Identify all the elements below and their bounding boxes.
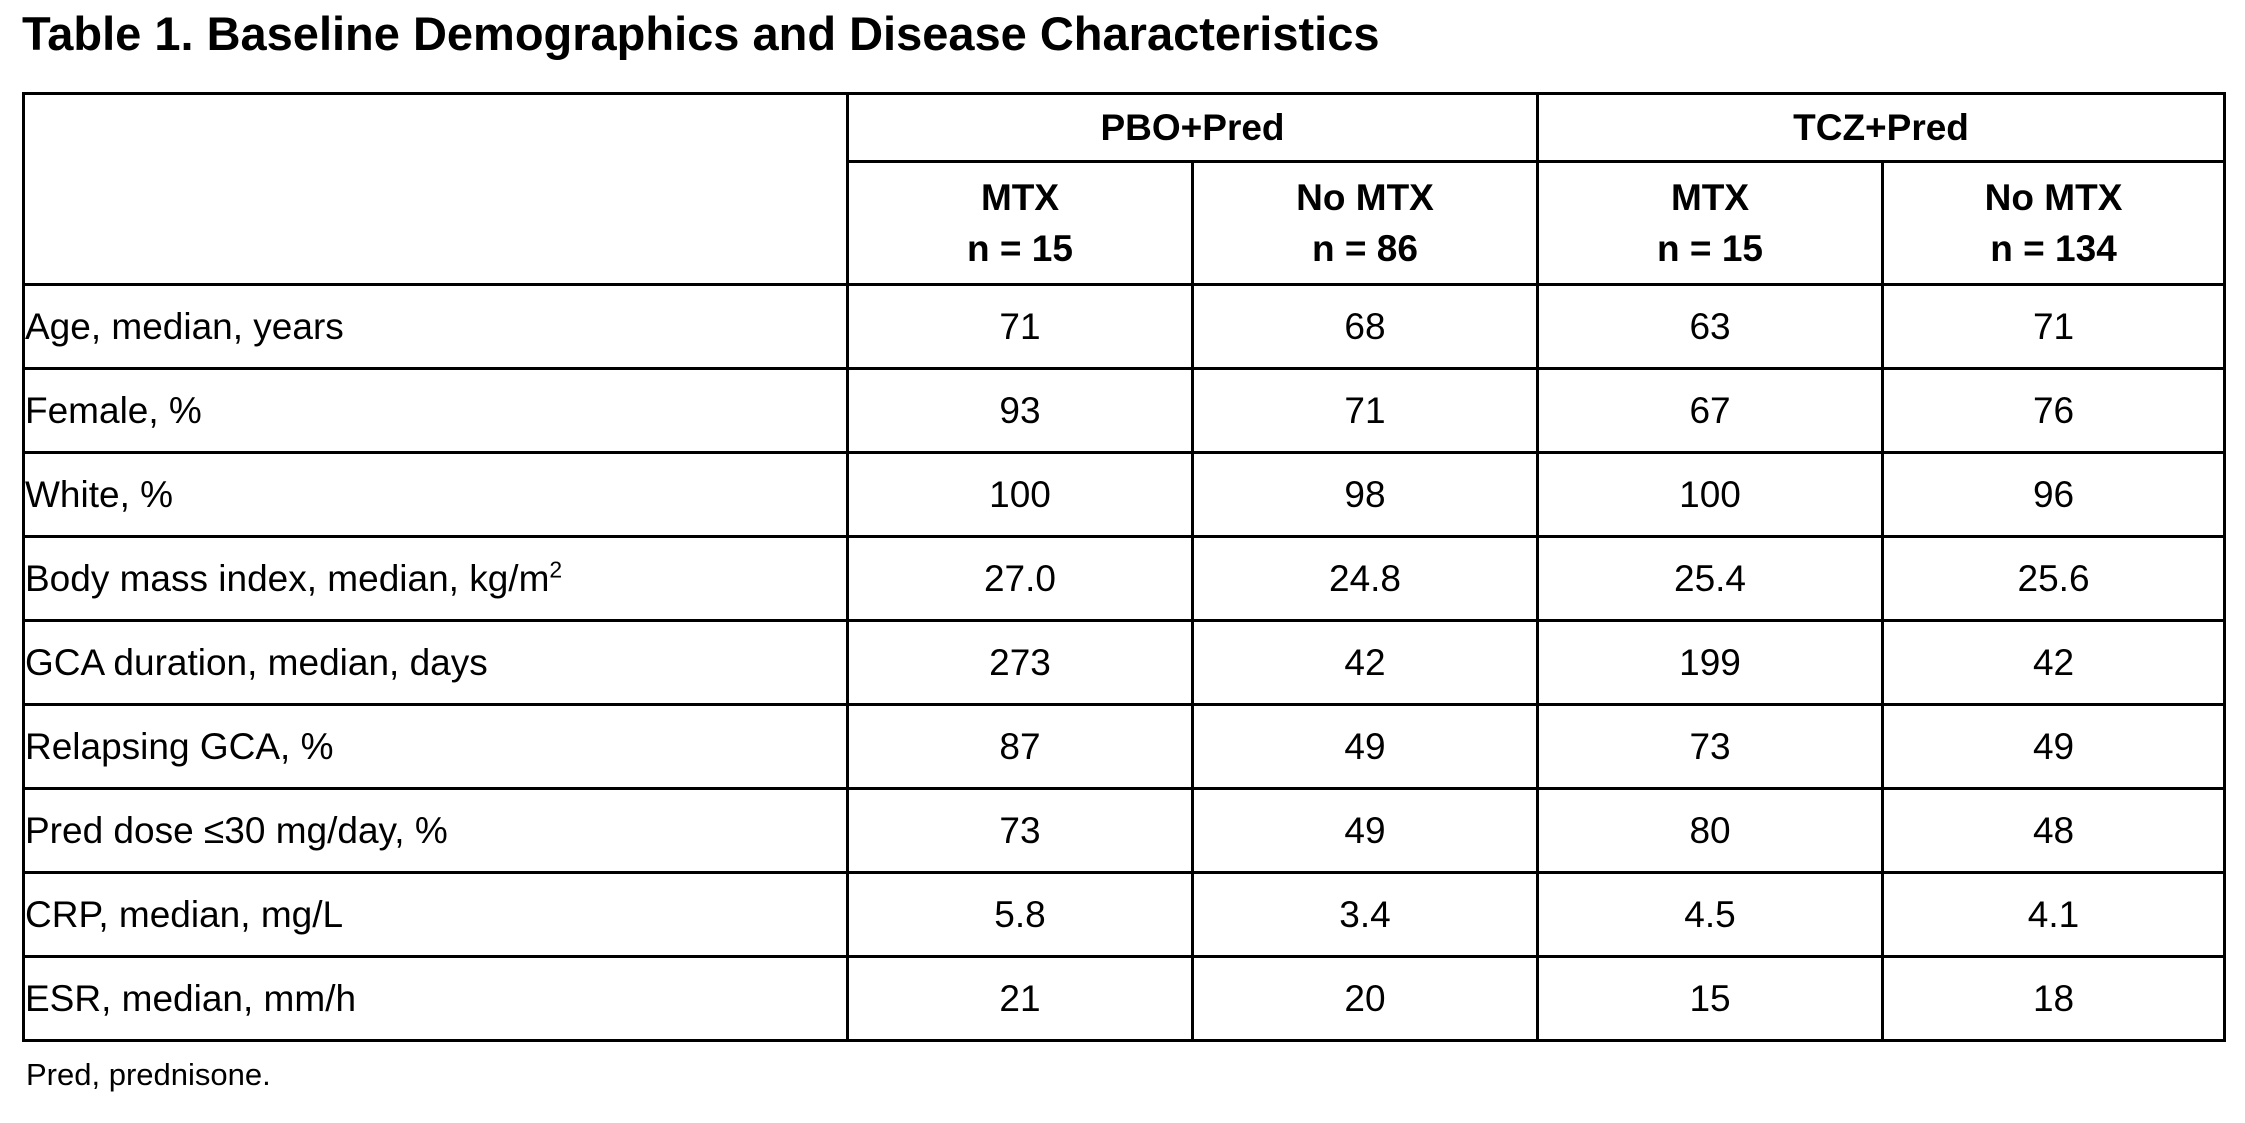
cell-value: 98 (1190, 451, 1540, 538)
cell-value: 25.6 (1881, 535, 2227, 622)
col-header-n-label: n = 86 (1312, 228, 1418, 269)
col-header-n-label: n = 15 (967, 228, 1073, 269)
group-header-tcz-pred: TCZ+Pred (1536, 92, 2227, 163)
table-row-pred-dose: Pred dose ≤30 mg/day, % 73 49 80 48 (22, 787, 2227, 874)
row-label: Female, % (22, 367, 849, 454)
col-header-drug-label: MTX (980, 176, 1060, 218)
cell-value: 4.5 (1536, 871, 1885, 958)
cell-value: 49 (1190, 787, 1540, 874)
cell-value: 21 (846, 955, 1194, 1042)
col-header-pbo-mtx: MTX n = 15 (846, 160, 1194, 286)
cell-value: 71 (1190, 367, 1540, 454)
cell-value: 80 (1536, 787, 1885, 874)
cell-value: 48 (1881, 787, 2227, 874)
row-label: Pred dose ≤30 mg/day, % (22, 787, 849, 874)
cell-value: 67 (1536, 367, 1885, 454)
table-row-bmi: Body mass index, median, kg/m2 27.0 24.8… (22, 535, 2227, 622)
cell-value: 76 (1881, 367, 2227, 454)
cell-value: 27.0 (846, 535, 1194, 622)
cell-value: 96 (1881, 451, 2227, 538)
cell-value: 100 (1536, 451, 1885, 538)
demographics-table: PBO+Pred TCZ+Pred MTX n = 15 No MTX n = … (22, 92, 2227, 1042)
cell-value: 73 (1536, 703, 1885, 790)
table-title: Table 1. Baseline Demographics and Disea… (22, 7, 1380, 60)
cell-value: 3.4 (1190, 871, 1540, 958)
col-header-pbo-no-mtx: No MTX n = 86 (1190, 160, 1540, 286)
cell-value: 199 (1536, 619, 1885, 706)
row-label: GCA duration, median, days (22, 619, 849, 706)
col-header-tcz-no-mtx: No MTX n = 134 (1881, 160, 2227, 286)
table-row-gca-duration: GCA duration, median, days 273 42 199 42 (22, 619, 2227, 706)
cell-value: 5.8 (846, 871, 1194, 958)
col-header-drug-label: MTX (1670, 176, 1750, 218)
cell-value: 100 (846, 451, 1194, 538)
cell-value: 25.4 (1536, 535, 1885, 622)
superscript: 2 (549, 556, 563, 583)
col-header-n-label: n = 15 (1657, 228, 1763, 269)
group-header-row: PBO+Pred TCZ+Pred (22, 92, 2227, 286)
group-header-pbo-pred: PBO+Pred (845, 92, 1540, 163)
col-header-tcz-mtx: MTX n = 15 (1536, 160, 1885, 286)
table-row-age: Age, median, years 71 68 63 71 (22, 283, 2227, 370)
cell-value: 73 (846, 787, 1194, 874)
col-header-n-label: n = 134 (1990, 228, 2117, 269)
col-header-drug-label: No MTX (1296, 176, 1434, 218)
cell-value: 15 (1536, 955, 1885, 1042)
col-header-drug-label: No MTX (1984, 176, 2123, 218)
row-label: Body mass index, median, kg/m2 (22, 535, 849, 622)
cell-value: 4.1 (1881, 871, 2227, 958)
cell-value: 273 (846, 619, 1194, 706)
table-footnote: Pred, prednisone. (26, 1057, 271, 1092)
cell-value: 42 (1881, 619, 2227, 706)
cell-value: 87 (846, 703, 1194, 790)
table-row-crp: CRP, median, mg/L 5.8 3.4 4.5 4.1 (22, 871, 2227, 958)
table-row-white: White, % 100 98 100 96 (22, 451, 2227, 538)
cell-value: 49 (1881, 703, 2227, 790)
row-label: Relapsing GCA, % (22, 703, 849, 790)
table-row-female: Female, % 93 71 67 76 (22, 367, 2227, 454)
row-label: Age, median, years (22, 283, 849, 370)
cell-value: 24.8 (1190, 535, 1540, 622)
table-row-esr: ESR, median, mm/h 21 20 15 18 (22, 955, 2227, 1042)
empty-header-cell (22, 92, 849, 286)
cell-value: 71 (1881, 283, 2227, 370)
row-label: CRP, median, mg/L (22, 871, 849, 958)
table-row-relapsing-gca: Relapsing GCA, % 87 49 73 49 (22, 703, 2227, 790)
row-label: White, % (22, 451, 849, 538)
cell-value: 20 (1190, 955, 1540, 1042)
cell-value: 93 (846, 367, 1194, 454)
cell-value: 71 (846, 283, 1194, 370)
cell-value: 68 (1190, 283, 1540, 370)
column-header-row: MTX n = 15 No MTX n = 86 MTX n = 15 No M… (24, 160, 2227, 286)
cell-value: 18 (1881, 955, 2227, 1042)
cell-value: 49 (1190, 703, 1540, 790)
row-label: ESR, median, mm/h (22, 955, 849, 1042)
cell-value: 63 (1536, 283, 1885, 370)
cell-value: 42 (1190, 619, 1540, 706)
